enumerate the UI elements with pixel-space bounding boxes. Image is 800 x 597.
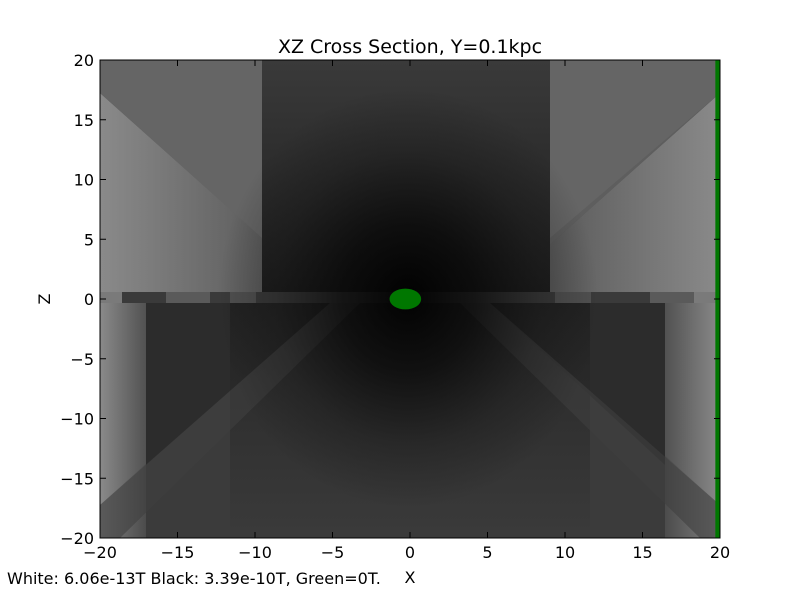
- y-tick-label: 15: [74, 111, 94, 130]
- scale-footnote: White: 6.06e-13T Black: 3.39e-10T, Green…: [7, 569, 381, 588]
- x-tick-label: 10: [555, 543, 575, 562]
- x-axis-label: X: [405, 568, 416, 587]
- midplane-segment: [166, 292, 210, 303]
- y-tick-label: −10: [60, 410, 94, 429]
- midplane-segment: [650, 292, 694, 303]
- y-tick-label: 10: [74, 171, 94, 190]
- x-tick-label: −10: [238, 543, 272, 562]
- chart-title: XZ Cross Section, Y=0.1kpc: [278, 36, 542, 58]
- midplane-segment: [100, 292, 122, 303]
- y-tick-label: −15: [60, 469, 94, 488]
- y-axis-label: Z: [35, 293, 54, 304]
- x-tick-label: −5: [321, 543, 345, 562]
- green-center-blob: [390, 289, 422, 310]
- x-tick-label: 5: [482, 543, 492, 562]
- x-tick-label: −15: [161, 543, 195, 562]
- x-tick-label: 20: [710, 543, 730, 562]
- y-tick-label: 20: [74, 51, 94, 70]
- y-tick-label: −20: [60, 529, 94, 548]
- y-tick-label: 5: [84, 230, 94, 249]
- x-tick-label: 15: [632, 543, 652, 562]
- x-tick-label: 0: [405, 543, 415, 562]
- y-tick-label: 0: [84, 290, 94, 309]
- y-tick-label: −5: [70, 350, 94, 369]
